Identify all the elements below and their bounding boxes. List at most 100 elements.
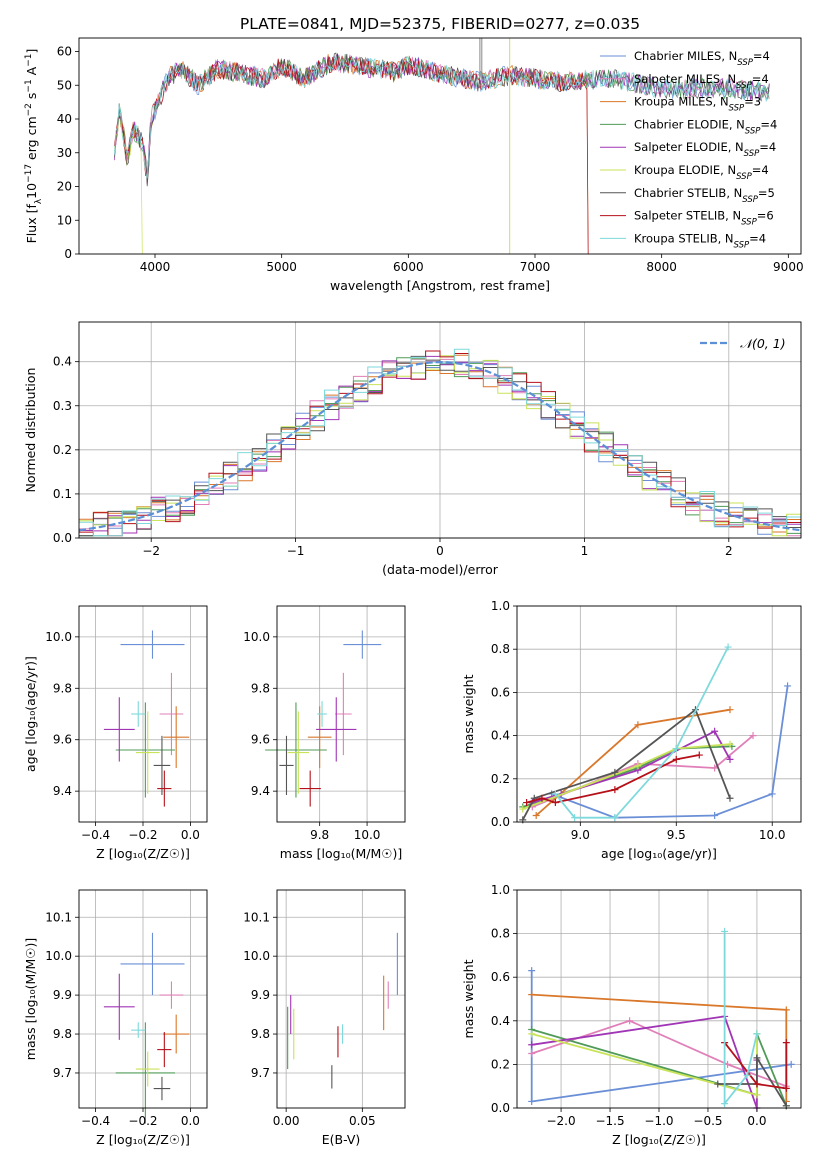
series-marker [753,1054,761,1062]
histogram-series [79,354,801,533]
x-tick-label: 9.0 [571,828,590,842]
y-tick-label: 9.6 [53,733,72,747]
y-axis-label: Flux [fλ10−17 erg cm−2 s−1 A−1] [24,49,44,244]
panel-0: 4000 5000 6000 7000 8000 9000 0 10 20 30 40 50 60 wav… [24,37,804,293]
x-axis-label: Z [log₁₀(Z/Z☉)] [612,1132,706,1147]
axes-frame [276,605,406,823]
y-tick-label: 0.8 [491,927,510,941]
y-tick-label: 0 [64,247,72,261]
series-marker [528,1030,536,1038]
x-tick-label: 8000 [646,260,677,274]
y-tick-label: 1.0 [491,883,510,897]
series-marker [528,1041,536,1049]
y-tick-label: 0.3 [53,399,72,413]
series-marker [528,1097,536,1105]
series-line [530,970,792,1103]
y-tick-label: 0.0 [491,1101,510,1115]
series-marker [611,814,619,822]
x-tick-label: 0.0 [181,1114,200,1128]
series-marker [721,1100,729,1108]
legend-label: Salpeter MILES, NSSP=4 [634,72,769,91]
panel-1: −2 −1 0 1 2 0.0 0.1 0.2 0.3 0.4 (data-model)/error… [23,321,802,577]
axes-frame [78,37,802,255]
series-marker [634,762,642,770]
legend-label: Salpeter ELODIE, NSSP=4 [634,140,776,159]
y-tick-label: 10 [57,213,72,227]
x-axis-label: (data-model)/error [382,562,499,577]
x-tick-label: 0.05 [349,1114,376,1128]
x-tick-label: −0.2 [128,1114,157,1128]
y-tick-label: 9.6 [251,733,270,747]
histogram-series [79,355,801,537]
panel-4: 9.0 9.5 10.0 0.0 0.2 0.4 0.6 0.8 1.0 age [log₁₀(a… [461,599,802,861]
x-tick-label: −0.4 [81,1114,110,1128]
x-tick-label: 7000 [520,260,551,274]
series-marker [782,1084,790,1092]
y-tick-label: 0.4 [491,1014,510,1028]
x-tick-label: 0 [436,544,444,558]
spectrum-line [114,113,143,255]
x-axis-label: E(B-V) [322,1132,361,1147]
series-marker [528,991,536,999]
x-tick-label: 10.0 [354,828,381,842]
x-tick-label: 10.0 [759,828,786,842]
x-tick-label: 4000 [140,260,171,274]
x-tick-label: 5000 [266,260,297,274]
series-marker [768,790,776,798]
y-tick-label: 20 [57,180,72,194]
y-tick-label: 10.1 [45,910,72,924]
series-line [526,754,700,804]
series-marker [538,794,546,802]
series-marker [611,786,619,794]
x-tick-label: 0.0 [747,1114,766,1128]
legend-label: Chabrier ELODIE, NSSP=4 [634,117,777,136]
x-tick-label: 6000 [393,260,424,274]
x-axis-label: wavelength [Angstrom, rest frame] [330,278,550,293]
legend-label: Salpeter STELIB, NSSP=6 [634,209,774,228]
series-marker [611,768,619,776]
series-marker [551,799,559,807]
x-tick-label: 9.8 [310,828,329,842]
y-tick-label: 9.4 [53,784,72,798]
series-marker [571,814,579,822]
series-line [522,708,731,821]
y-tick-label: 9.7 [251,1066,270,1080]
x-tick-label: −1 [287,544,305,558]
panel-2: −0.4 −0.2 0.0 9.4 9.6 9.8 10.0 Z [log₁₀(Z/Z☉)] a… [23,605,208,861]
x-axis-label: Z [log₁₀(Z/Z☉)] [96,1132,190,1147]
series-marker [726,794,734,802]
series-marker [711,727,719,735]
series-marker [721,927,729,935]
histogram-series [79,350,801,537]
series-marker [626,1017,634,1025]
panel-6: 0.00 0.05 9.7 9.8 9.9 10.0 10.1 E(B-V) [243,889,406,1147]
x-axis-label: mass [log₁₀(M/M☉)] [280,846,402,861]
y-tick-label: 9.4 [251,784,270,798]
y-axis-label: mass weight [461,674,476,753]
x-tick-label: 9000 [773,260,804,274]
series-marker [726,755,734,763]
series-marker [726,706,734,714]
y-tick-label: 0.6 [491,685,510,699]
spectrum-line [114,53,589,255]
y-tick-label: 9.8 [251,1027,270,1041]
legend-label: Kroupa STELIB, NSSP=4 [634,231,766,250]
y-tick-label: 10.0 [243,630,270,644]
x-tick-label: −2 [142,544,160,558]
y-tick-label: 30 [57,146,72,160]
y-axis-label: Normed distribution [23,368,38,493]
series-marker [672,745,680,753]
series-marker [753,1091,761,1099]
series-marker [711,764,719,772]
series-marker [753,1030,761,1038]
x-tick-label: −0.4 [81,828,110,842]
series-marker [749,732,757,740]
y-axis-label: mass weight [461,959,476,1038]
series-marker [528,967,536,975]
series-marker [528,1050,536,1057]
y-tick-label: 40 [57,112,72,126]
x-tick-label: −1.5 [595,1114,624,1128]
x-tick-label: −1.0 [644,1114,673,1128]
spectrum-line [114,55,770,179]
y-tick-label: 10.1 [243,910,270,924]
